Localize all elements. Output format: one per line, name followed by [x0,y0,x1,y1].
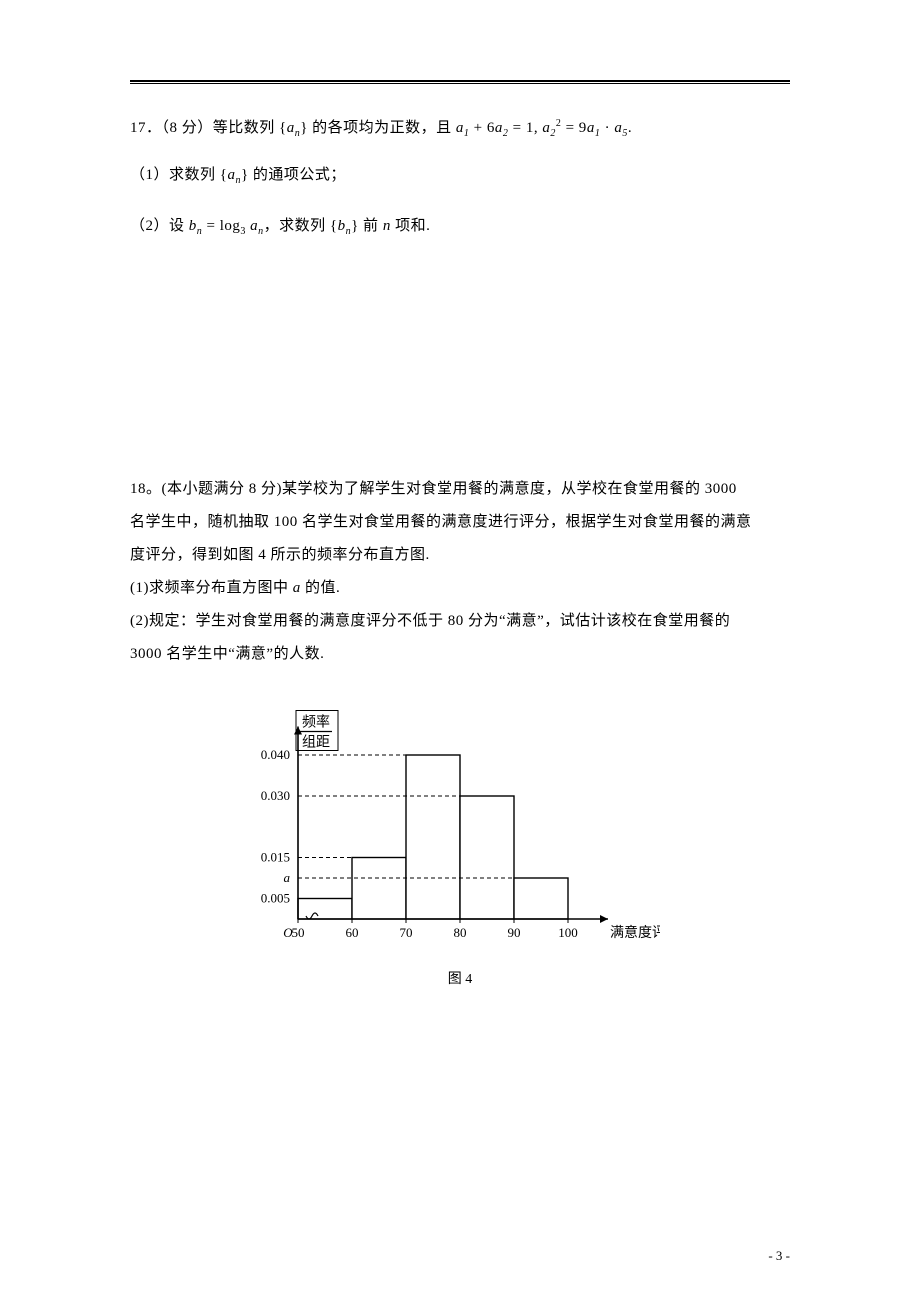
svg-text:O: O [283,925,293,940]
q17-end: . [628,120,632,136]
svg-text:70: 70 [400,925,413,940]
q17-eq2: = 9 [561,120,586,136]
q17-a1: a [456,120,464,136]
svg-text:90: 90 [508,925,521,940]
q18s1-post: 的值. [301,580,341,596]
q17-a1b: a [587,120,595,136]
svg-text:频率: 频率 [302,714,330,731]
q17-prefix: 17．（8 分）等比数列 { [130,120,287,136]
q17-plus: + 6 [469,120,494,136]
q17s2-b: b [189,218,197,234]
q17s2-b2: b [338,218,346,234]
svg-text:0.030: 0.030 [261,788,290,803]
q17s2-pre: （2）设 [130,218,189,234]
svg-text:满意度评分: 满意度评分 [610,924,660,941]
question-18-part-2b: 3000 名学生中“满意”的人数. [130,638,790,671]
question-17-part-1: （1）求数列 {an} 的通项公式； [130,159,790,192]
chart-container: 50 60 70 80 90 100 0.005 0.015 0.030 0.040 a O 频率组距满… [130,699,790,988]
svg-text:a: a [284,870,291,885]
svg-text:0.040: 0.040 [261,747,290,762]
q17s2-post: } 前 [351,218,383,234]
question-17-part-2: （2）设 bn = log3 an，求数列 {bn} 前 n 项和. [130,210,790,243]
svg-text:60: 60 [346,925,359,940]
q17s1-pre: （1）求数列 { [130,167,227,183]
q17s2-eq: = log [202,218,240,234]
q17s2-n: n [383,218,391,234]
histogram-chart: 50 60 70 80 90 100 0.005 0.015 0.030 0.040 a O 频率组距满… [220,699,660,959]
q17-eq1: = 1, [508,120,542,136]
q18s1-pre: (1)求频率分布直方图中 [130,580,293,596]
svg-text:0.005: 0.005 [261,891,290,906]
blank-space [130,243,790,473]
q17s2-post2: 项和. [391,218,431,234]
svg-text:50: 50 [292,925,305,940]
q18s1-a: a [293,580,301,596]
svg-text:80: 80 [454,925,467,940]
svg-text:0.015: 0.015 [261,850,290,865]
header-rule [130,80,790,84]
q17-a2: a [495,120,503,136]
question-18-part-1: (1)求频率分布直方图中 a 的值. [130,572,790,605]
question-18-line-3: 度评分，得到如图 4 所示的频率分布直方图. [130,539,790,572]
svg-text:组距: 组距 [302,735,330,751]
q17-seq: a [287,120,295,136]
question-18-part-2a: (2)规定：学生对食堂用餐的满意度评分不低于 80 分为“满意”，试估计该校在食… [130,605,790,638]
q17s2-a: a [250,218,258,234]
question-17: 17．（8 分）等比数列 {an} 的各项均为正数，且 a1 + 6a2 = 1… [130,112,790,145]
q17-dot: · [600,120,614,136]
q17-a22-sub: 2 [550,128,556,139]
svg-text:100: 100 [558,925,578,940]
page-number: - 3 - [768,1248,790,1264]
q17s1-post: } 的通项公式； [241,167,346,183]
chart-caption: 图 4 [220,968,700,988]
q17-mid1: } 的各项均为正数，且 [300,120,456,136]
question-18-line-1: 18。(本小题满分 8 分)某学校为了解学生对食堂用餐的满意度，从学校在食堂用餐… [130,473,790,506]
q17s2-mid: ，求数列 { [264,218,338,234]
question-18-line-2: 名学生中，随机抽取 100 名学生对食堂用餐的满意度进行评分，根据学生对食堂用餐… [130,506,790,539]
